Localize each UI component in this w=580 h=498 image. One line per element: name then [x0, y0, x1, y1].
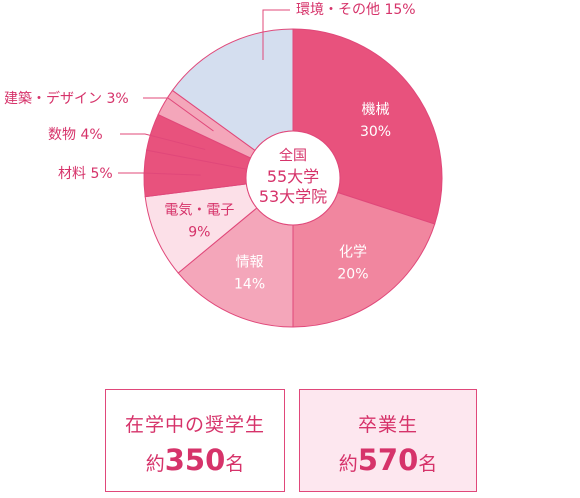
slice-value-情報: 14%	[234, 276, 265, 292]
slice-label-建築-デザイン: 建築・デザイン 3%	[4, 90, 129, 107]
leader-line-数物	[120, 133, 206, 150]
slice-name-化学: 化学	[339, 245, 367, 261]
pie-center	[245, 130, 341, 226]
leader-line-建築-デザイン	[143, 97, 214, 132]
graduates-card-suffix: 名	[418, 453, 438, 475]
graduates-card-count: 約570名	[300, 443, 476, 477]
students-card-title: 在学中の奨学生	[124, 414, 265, 436]
students-card-number: 350	[164, 443, 226, 477]
center-label-line-2: 55大学	[267, 167, 319, 186]
center-label-line-3: 53大学院	[259, 187, 327, 206]
slice-name-電気-電子: 電気・電子	[164, 203, 234, 219]
slice-label-材料: 材料 5%	[58, 166, 113, 182]
leader-line-環境-その他	[262, 9, 290, 60]
leader-line-材料	[118, 172, 201, 176]
students-card: 在学中の奨学生 約350名	[105, 389, 285, 492]
graduates-card-title: 卒業生	[357, 414, 418, 436]
slice-name-機械: 機械	[362, 102, 390, 118]
slice-label-環境-その他: 環境・その他 15%	[296, 2, 416, 18]
graduates-card: 卒業生 約570名	[299, 389, 477, 492]
students-card-prefix: 約	[145, 453, 165, 475]
center-label-line-1: 全国	[279, 147, 307, 164]
graduates-card-number: 570	[357, 443, 419, 477]
graduates-card-prefix: 約	[338, 453, 358, 475]
slice-name-情報: 情報	[236, 254, 264, 270]
slice-value-化学: 20%	[337, 267, 368, 283]
slice-value-電気-電子: 9%	[188, 225, 210, 241]
slice-label-数物: 数物 4%	[48, 127, 103, 143]
students-card-suffix: 名	[225, 453, 245, 475]
slice-value-機械: 30%	[360, 124, 391, 140]
pie-chart: 機械 30% 化学 20% 情報 14% 電気・電子 9% 材料 5% 数物 4% 建築・デザイン …	[4, 2, 443, 328]
students-card-count: 約350名	[106, 443, 284, 477]
